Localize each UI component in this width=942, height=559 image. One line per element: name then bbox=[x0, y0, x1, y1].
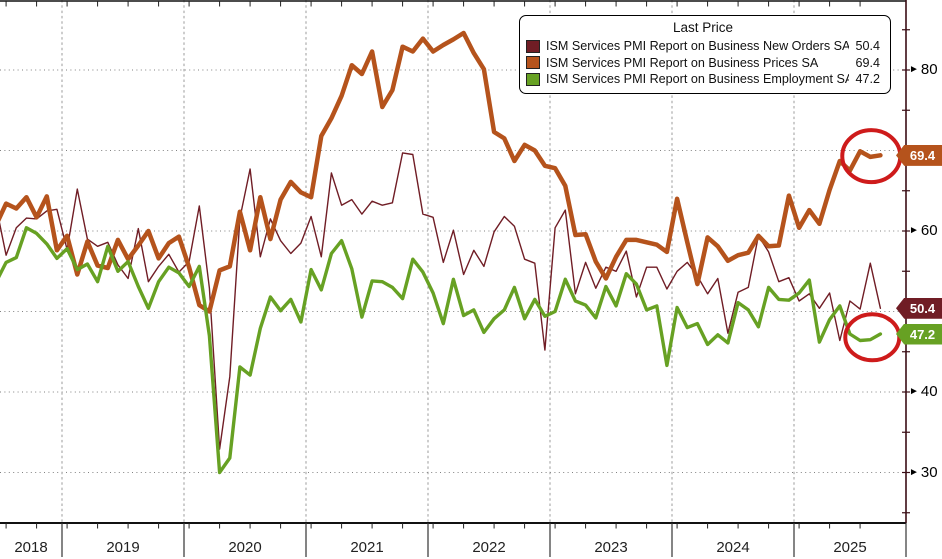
legend-label: ISM Services PMI Report on Business Pric… bbox=[546, 55, 819, 70]
legend-value: 47.2 bbox=[855, 72, 880, 86]
new-orders-color-swatch-icon bbox=[526, 39, 540, 53]
year-label: 2023 bbox=[594, 539, 627, 556]
axis-arrow-icon: ► bbox=[909, 466, 919, 478]
last-price-badge: 47.2 bbox=[896, 323, 942, 345]
y-axis-label: ► 60 bbox=[909, 222, 938, 240]
series-line bbox=[0, 30, 883, 314]
year-label: 2019 bbox=[106, 539, 139, 556]
axis-arrow-icon: ► bbox=[909, 386, 919, 397]
year-label: 2024 bbox=[716, 539, 749, 556]
year-label: 2022 bbox=[472, 539, 505, 556]
y-axis-tick-value: 60 bbox=[920, 222, 938, 239]
employment-color-swatch-icon bbox=[526, 72, 540, 86]
y-axis-tick-value: 40 bbox=[920, 383, 938, 400]
legend-row-prices: ISM Services PMI Report on Business Pric… bbox=[526, 55, 880, 72]
y-axis-label: ► 80 bbox=[909, 61, 938, 79]
legend-value: 69.4 bbox=[855, 55, 880, 70]
year-label: 2025 bbox=[833, 539, 866, 556]
y-axis-label: ► 40 bbox=[909, 383, 938, 401]
legend-title: Last Price bbox=[672, 20, 734, 35]
y-axis-tick-value: 80 bbox=[920, 61, 938, 78]
legend-label: ISM Services PMI Report on Business New … bbox=[546, 39, 850, 53]
legend-label: ISM Services PMI Report on Business Empl… bbox=[546, 72, 850, 86]
prices-color-swatch-icon bbox=[526, 56, 540, 70]
legend-box: Last Price ISM Services PMI Report on Bu… bbox=[519, 15, 891, 94]
year-label: 2018 bbox=[14, 539, 47, 556]
legend-value: 50.4 bbox=[855, 39, 880, 53]
axis-arrow-icon: ► bbox=[909, 225, 919, 236]
legend-row-new-orders: ISM Services PMI Report on Business New … bbox=[526, 38, 880, 55]
year-label: 2021 bbox=[350, 539, 383, 556]
series-line bbox=[0, 152, 882, 450]
y-axis-label: ► 30 bbox=[909, 464, 938, 482]
year-label: 2020 bbox=[228, 539, 261, 556]
last-price-badge: 69.4 bbox=[896, 144, 942, 166]
last-price-badge: 50.4 bbox=[896, 297, 942, 319]
axis-arrow-icon: ► bbox=[909, 64, 919, 75]
y-axis-tick-value: 30 bbox=[920, 463, 938, 481]
series-line bbox=[0, 226, 883, 475]
legend-row-employment: ISM Services PMI Report on Business Empl… bbox=[526, 71, 880, 88]
